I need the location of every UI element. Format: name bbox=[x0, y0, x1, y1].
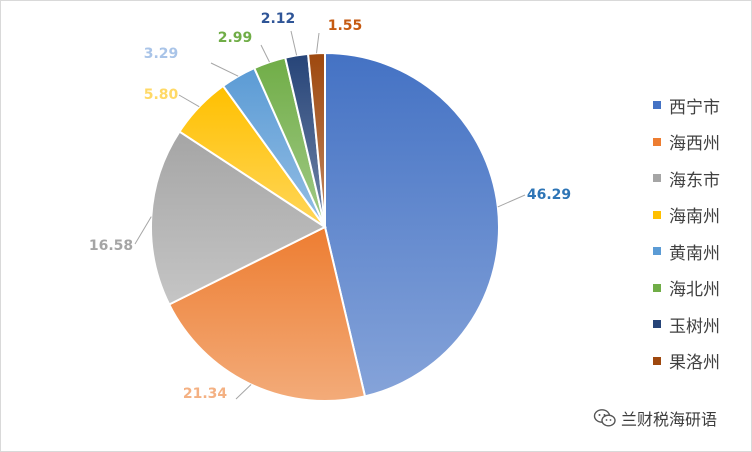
legend-item-7: 玉树州 bbox=[653, 306, 752, 343]
legend-swatch-4 bbox=[653, 210, 661, 219]
watermark: 兰财税海研语 bbox=[593, 406, 717, 430]
legend-swatch-3 bbox=[653, 174, 661, 183]
pie-slice-guoluo bbox=[306, 51, 326, 228]
legend-item-1: 西宁市 bbox=[653, 87, 752, 124]
legend-label-5: 黄南州 bbox=[669, 243, 720, 264]
legend-label-7: 玉树州 bbox=[669, 316, 720, 337]
legend-swatch-7 bbox=[653, 320, 661, 329]
legend-label-3: 海东市 bbox=[669, 170, 720, 191]
legend-item-5: 黄南州 bbox=[653, 233, 752, 270]
data-label-xining: 46.29 bbox=[527, 187, 571, 203]
legend-label-6: 海北州 bbox=[669, 280, 720, 301]
data-label-haixi: 21.34 bbox=[183, 386, 228, 402]
legend-swatch-2 bbox=[653, 137, 661, 146]
leader-line-guoluo bbox=[316, 32, 320, 54]
leader-line-hainan bbox=[178, 94, 200, 108]
legend-item-8: 果洛州 bbox=[653, 343, 752, 380]
pie-slice-xining bbox=[324, 51, 500, 398]
legend-swatch-5 bbox=[653, 247, 661, 256]
leader-line-yushu bbox=[290, 30, 298, 56]
leader-line-xining bbox=[497, 194, 526, 208]
leader-line-haixi bbox=[235, 384, 252, 400]
data-label-hainan: 5.80 bbox=[144, 87, 179, 103]
legend-label-4: 海南州 bbox=[669, 207, 720, 228]
legend-label-8: 果洛州 bbox=[669, 353, 720, 374]
watermark-text: 兰财税海研语 bbox=[621, 410, 718, 429]
data-label-yushu: 2.12 bbox=[261, 11, 296, 27]
legend-item-4: 海南州 bbox=[653, 197, 752, 234]
legend-item-6: 海北州 bbox=[653, 270, 752, 307]
legend-label-2: 海西州 bbox=[669, 134, 720, 155]
legend-swatch-6 bbox=[653, 283, 661, 292]
data-label-guoluo: 1.55 bbox=[328, 18, 363, 34]
data-label-huangnan: 3.29 bbox=[144, 46, 179, 62]
leader-line-haidong bbox=[134, 216, 152, 245]
wechat-icon bbox=[593, 409, 616, 427]
legend-swatch-8 bbox=[653, 356, 661, 365]
data-label-haidong: 16.58 bbox=[89, 238, 133, 254]
data-label-haibei: 2.99 bbox=[218, 30, 253, 46]
leader-line-haibei bbox=[260, 44, 270, 63]
pie-slice-haidong bbox=[150, 130, 328, 306]
legend-label-1: 西宁市 bbox=[669, 97, 720, 118]
legend-item-2: 海西州 bbox=[653, 124, 752, 161]
leader-line-huangnan bbox=[210, 62, 239, 77]
legend: 西宁市 海西州 海东市 海南州 黄南州 海北州 玉树州 果洛州 bbox=[653, 87, 752, 379]
legend-item-3: 海东市 bbox=[653, 160, 752, 197]
legend-swatch-1 bbox=[653, 101, 661, 110]
